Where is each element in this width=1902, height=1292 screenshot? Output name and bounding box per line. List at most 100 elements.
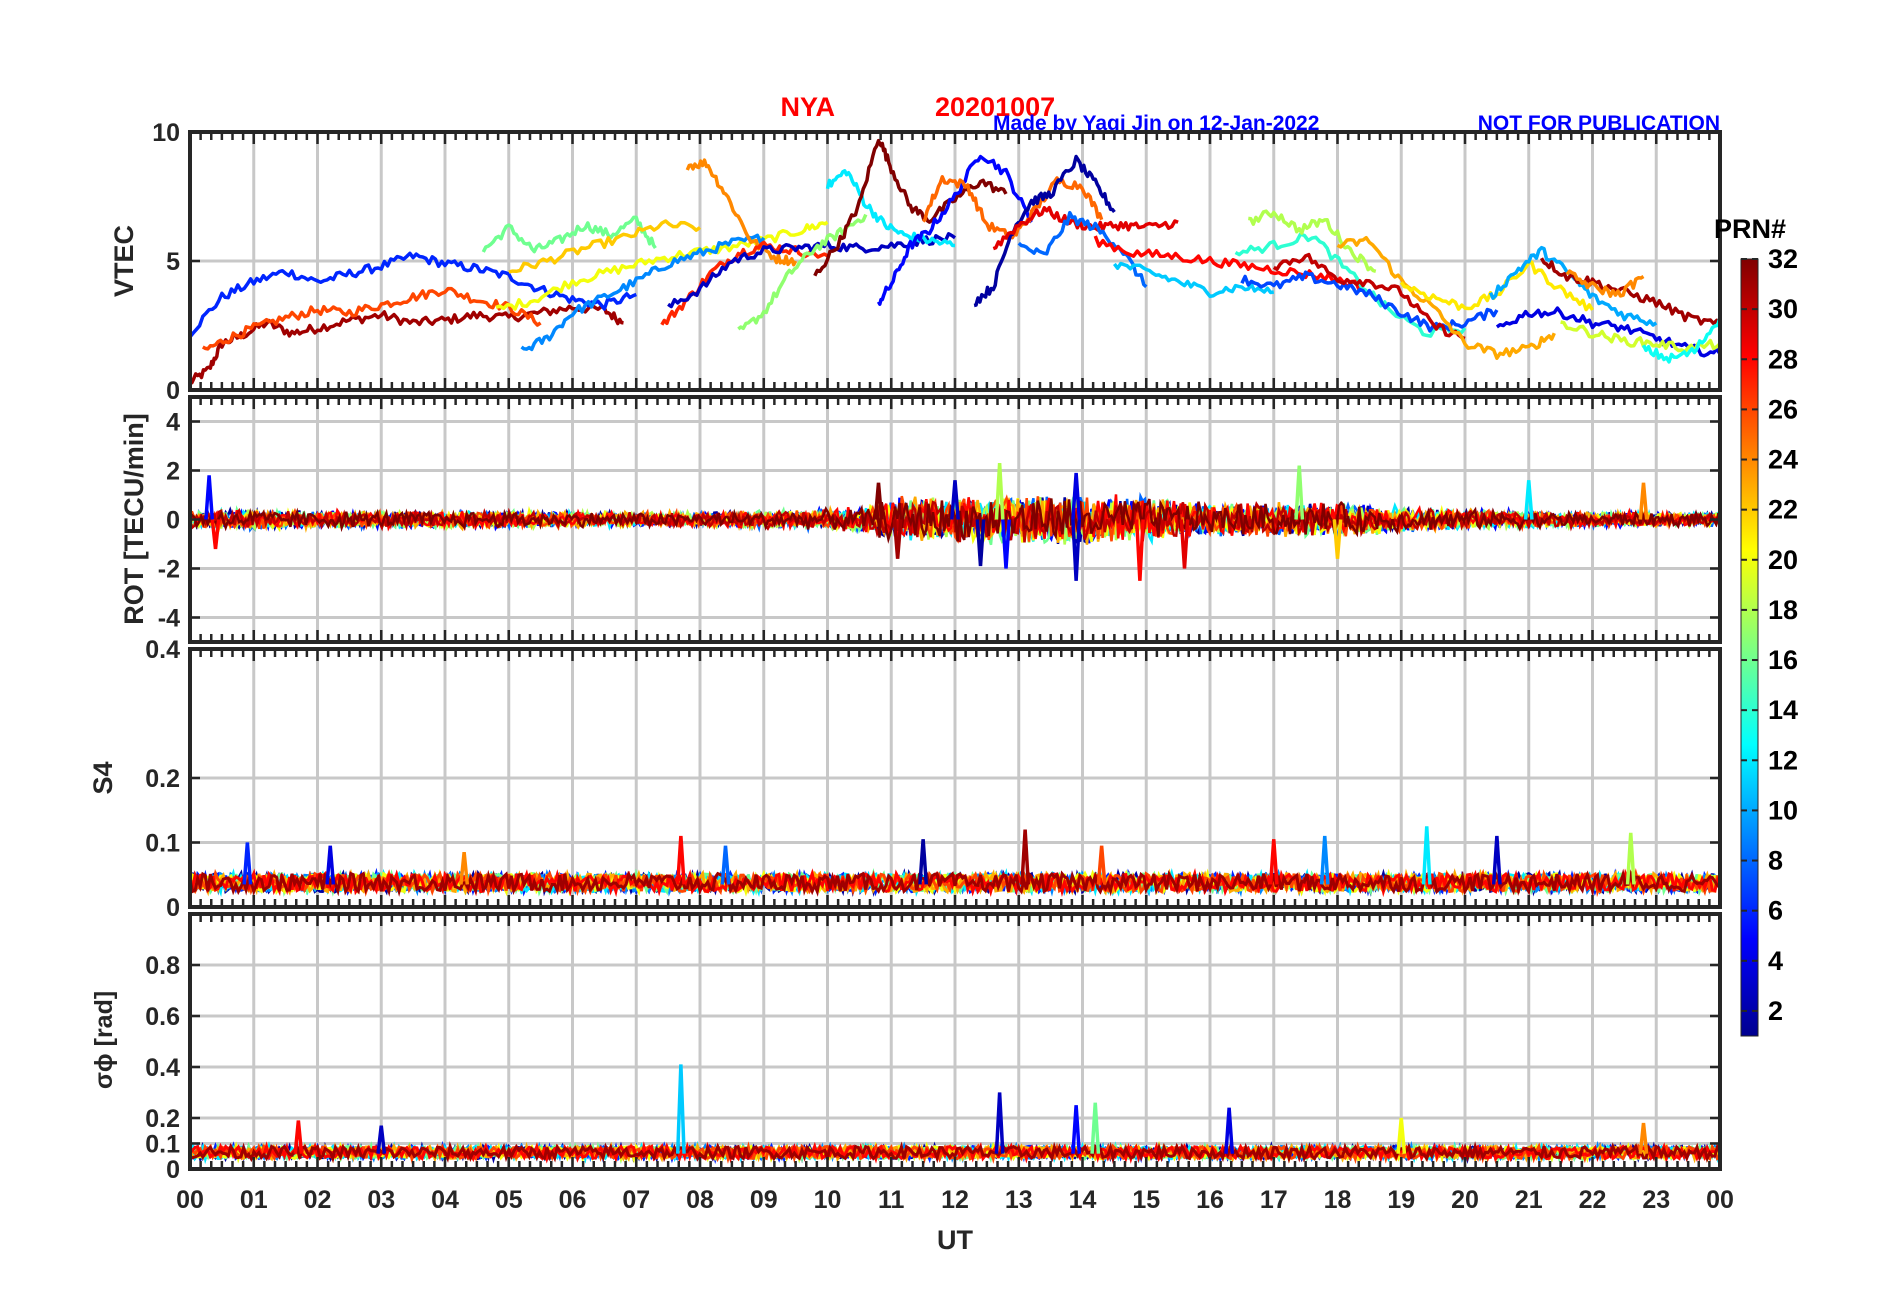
vtec-series-line: [921, 175, 1104, 240]
vtec-series-line: [1272, 252, 1466, 341]
spike-mark: [242, 842, 253, 885]
y-tick-label: 10: [152, 119, 180, 147]
vtec-ylabel: VTEC: [109, 225, 139, 297]
y-tick-label: 0.4: [145, 1054, 180, 1082]
y-tick-label: 0.1: [145, 830, 180, 858]
colorbar-tick-label: 22: [1768, 495, 1798, 525]
x-tick-label: 06: [559, 1186, 587, 1214]
vtec-series-line: [1240, 270, 1499, 333]
colorbar-tick-label: 14: [1768, 695, 1798, 725]
colorbar-gradient: [1740, 258, 1759, 1037]
spike-mark: [892, 519, 903, 559]
x-tick-label: 03: [367, 1186, 395, 1214]
spike-mark: [1638, 1122, 1649, 1154]
vtec-series-line: [201, 286, 542, 351]
vtec-series-line: [1248, 209, 1377, 273]
spike-mark: [873, 482, 884, 520]
x-tick-label: 16: [1196, 1186, 1224, 1214]
y-tick-label: 0: [166, 377, 180, 405]
spike-mark: [1071, 519, 1082, 581]
spike-mark: [918, 839, 929, 885]
x-tick-label: 05: [495, 1186, 523, 1214]
x-tick-label: 08: [686, 1186, 714, 1214]
colorbar-tick-label: 2: [1768, 996, 1783, 1026]
y-tick-label: 5: [166, 248, 180, 276]
colorbar-tick-label: 28: [1768, 344, 1798, 374]
s4-panel: 0 0.1 0.2 0.4 S4: [88, 636, 1722, 922]
vtec-series-line: [973, 154, 1116, 308]
series-line: [189, 1141, 1722, 1165]
x-tick-label: 00: [176, 1186, 204, 1214]
x-tick-label: 09: [750, 1186, 778, 1214]
y-tick-label: -2: [158, 556, 180, 584]
vtec-series-line: [495, 220, 829, 311]
vtec-series-line: [508, 219, 702, 274]
x-tick-label: 23: [1642, 1186, 1670, 1214]
vtec-series-line: [825, 169, 955, 248]
vtec-series-line: [1093, 235, 1365, 292]
x-tick-label: 13: [1005, 1186, 1033, 1214]
spike-mark: [293, 1120, 304, 1154]
colorbar-tick-label: 10: [1768, 795, 1798, 825]
spike-mark: [1090, 1102, 1101, 1154]
series-line: [188, 868, 1721, 897]
y-tick-label: 4: [166, 409, 180, 437]
colorbar-tick-label: 8: [1768, 846, 1783, 876]
y-tick-label: 0.6: [145, 1003, 180, 1031]
spike-mark: [950, 480, 960, 520]
vtec-panel: 0 5 10 VTEC: [109, 119, 1722, 405]
y-tick-label: -4: [158, 605, 180, 633]
vtec-series-line: [1112, 261, 1275, 299]
vtec-series-line: [188, 251, 637, 339]
vtec-series-line: [1641, 317, 1722, 364]
spike-mark: [1224, 1107, 1235, 1154]
colorbar-tick-label: 16: [1768, 645, 1798, 675]
colorbar-tick-label: 30: [1768, 294, 1798, 324]
vtec-series-line: [1565, 269, 1645, 298]
y-tick-label: 0.8: [145, 952, 180, 980]
y-tick-label: 0.4: [145, 636, 180, 664]
spike-mark: [376, 1125, 387, 1154]
x-tick-label: 12: [941, 1186, 969, 1214]
colorbar-tick-label: 18: [1768, 595, 1798, 625]
spike-mark: [1179, 519, 1190, 569]
spike-mark: [994, 463, 1005, 520]
credit-text: Made by Yaqi Jin on 12-Jan-2022: [993, 112, 1319, 135]
y-tick-label: 0: [166, 894, 180, 922]
y-tick-label: 2: [166, 458, 180, 486]
spike-mark: [1421, 826, 1432, 885]
rot-series-line: [188, 498, 1720, 544]
colorbar-tick-label: 24: [1768, 445, 1798, 475]
sigma-phi-ylabel: σϕ [rad]: [90, 991, 118, 1089]
x-tick-label: 18: [1324, 1186, 1352, 1214]
spike-mark: [1134, 519, 1145, 581]
spike-mark: [1001, 519, 1011, 569]
spike-mark: [210, 519, 221, 550]
x-tick-label: 14: [1069, 1186, 1097, 1214]
spike-mark: [1332, 519, 1343, 559]
notice-text: NOT FOR PUBLICATION: [1478, 112, 1720, 135]
colorbar-tick-label: 12: [1768, 745, 1798, 775]
spike-mark: [1096, 845, 1107, 885]
x-tick-label: 07: [622, 1186, 650, 1214]
rot-ylabel: ROT [TECU/min]: [119, 413, 149, 624]
rot-panel: -4 -2 0 2 4 ROT [TECU/min]: [119, 395, 1722, 644]
spike-mark: [675, 1064, 686, 1154]
x-tick-label: 10: [814, 1186, 842, 1214]
y-tick-label: 0.2: [145, 1105, 180, 1133]
x-tick-label: 00: [1706, 1186, 1734, 1214]
spike-mark: [1319, 835, 1330, 885]
spike-mark: [1071, 472, 1082, 520]
x-tick-label: 20: [1451, 1186, 1479, 1214]
y-tick-label: 0: [166, 507, 180, 535]
spike-mark: [1071, 1105, 1082, 1154]
spike-mark: [1268, 839, 1279, 885]
spike-mark: [975, 519, 986, 567]
colorbar-tick-label: 20: [1768, 545, 1798, 575]
spike-mark: [1523, 480, 1534, 520]
y-tick-label: 0.1: [145, 1131, 180, 1159]
colorbar-tick-label: 4: [1768, 946, 1783, 976]
title-date: 20201007: [935, 92, 1055, 122]
